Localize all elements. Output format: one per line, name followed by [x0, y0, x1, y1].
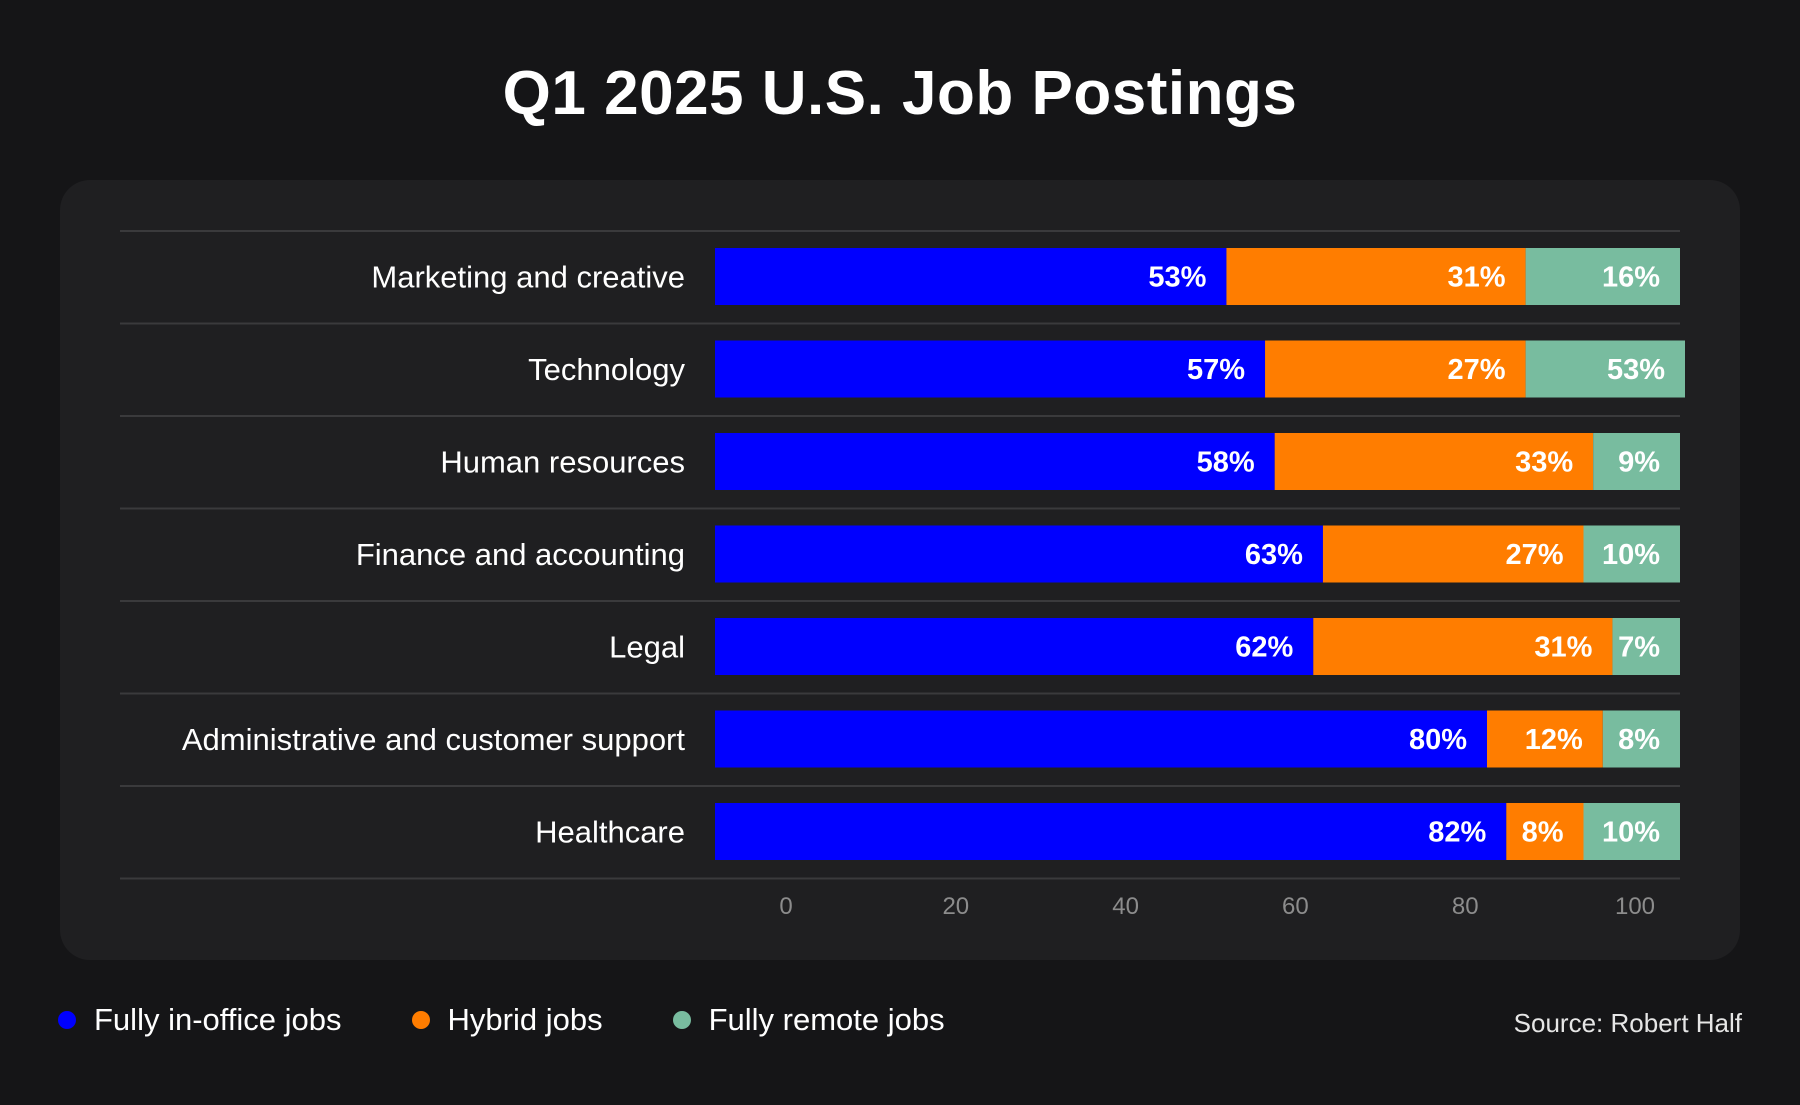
x-tick-label: 0 — [779, 893, 792, 920]
x-tick-label: 100 — [1615, 893, 1655, 920]
bar-segment — [1322, 525, 1584, 583]
data-label: 8% — [1522, 817, 1564, 849]
category-label: Human resources — [440, 445, 685, 480]
bar-segment — [1602, 710, 1680, 768]
data-label: 31% — [1448, 262, 1506, 294]
chart-title: Q1 2025 U.S. Job Postings — [502, 59, 1298, 128]
legend: Fully in-office jobs Hybrid jobs Fully r… — [58, 1000, 1015, 1040]
bar-segment — [1274, 433, 1594, 490]
bar-segment — [715, 803, 1507, 860]
data-label: 9% — [1618, 447, 1660, 479]
bar-segment — [715, 433, 1275, 490]
legend-dot-hybrid — [411, 1011, 430, 1029]
bar-segment — [1506, 803, 1584, 860]
data-label: 27% — [1505, 539, 1563, 571]
legend-dot-in-office — [58, 1011, 76, 1029]
x-tick-label: 80 — [1452, 893, 1479, 920]
bar-segment — [715, 618, 1314, 675]
data-label: 7% — [1618, 632, 1660, 664]
bar-segment — [715, 248, 1227, 305]
legend-label-in-office: Fully in-office jobs — [94, 1002, 342, 1037]
source-note: Source: Robert Half — [1513, 1008, 1742, 1038]
data-label: 53% — [1148, 262, 1206, 294]
category-label: Technology — [528, 352, 685, 387]
bar-segment — [1313, 618, 1613, 675]
x-tick-label: 40 — [1112, 893, 1139, 920]
bar-segment — [1226, 248, 1526, 305]
data-label: 10% — [1602, 817, 1660, 849]
category-label: Healthcare — [535, 815, 685, 850]
bar-segment — [1583, 803, 1680, 860]
legend-label-hybrid: Hybrid jobs — [447, 1002, 603, 1037]
data-label: 53% — [1607, 354, 1665, 386]
data-label: 8% — [1618, 724, 1660, 756]
bar-segment — [1525, 248, 1680, 305]
data-label: 63% — [1245, 539, 1303, 571]
bar-segment — [1593, 433, 1680, 490]
category-label: Finance and accounting — [356, 537, 685, 572]
data-label: 16% — [1602, 262, 1660, 294]
data-label: 31% — [1534, 632, 1592, 664]
bar-segment — [715, 340, 1266, 398]
bar-segment — [1583, 525, 1680, 583]
data-label: 10% — [1602, 539, 1660, 571]
legend-item-hybrid: Hybrid jobs — [411, 1002, 603, 1038]
category-label: Legal — [609, 630, 685, 665]
data-label: 58% — [1197, 447, 1255, 479]
data-label: 27% — [1448, 354, 1506, 386]
bar-segment — [715, 525, 1323, 583]
legend-dot-remote — [672, 1011, 691, 1029]
bar-segment — [1612, 618, 1680, 675]
legend-item-in-office: Fully in-office jobs — [58, 1002, 342, 1038]
data-label: 82% — [1428, 817, 1486, 849]
bar-segment — [1265, 340, 1526, 398]
data-label: 12% — [1525, 724, 1583, 756]
data-label: 57% — [1187, 354, 1245, 386]
x-tick-label: 20 — [942, 893, 969, 920]
bar-segment — [1525, 340, 1685, 398]
data-label: 33% — [1515, 447, 1573, 479]
legend-item-remote: Fully remote jobs — [672, 1002, 945, 1038]
bar-segment — [715, 710, 1487, 768]
data-label: 62% — [1235, 632, 1293, 664]
bar-segment — [1487, 710, 1603, 768]
category-label: Administrative and customer support — [182, 722, 686, 757]
category-label: Marketing and creative — [371, 260, 685, 295]
x-tick-label: 60 — [1282, 893, 1309, 920]
data-label: 80% — [1409, 724, 1467, 756]
legend-label-remote: Fully remote jobs — [708, 1002, 945, 1037]
